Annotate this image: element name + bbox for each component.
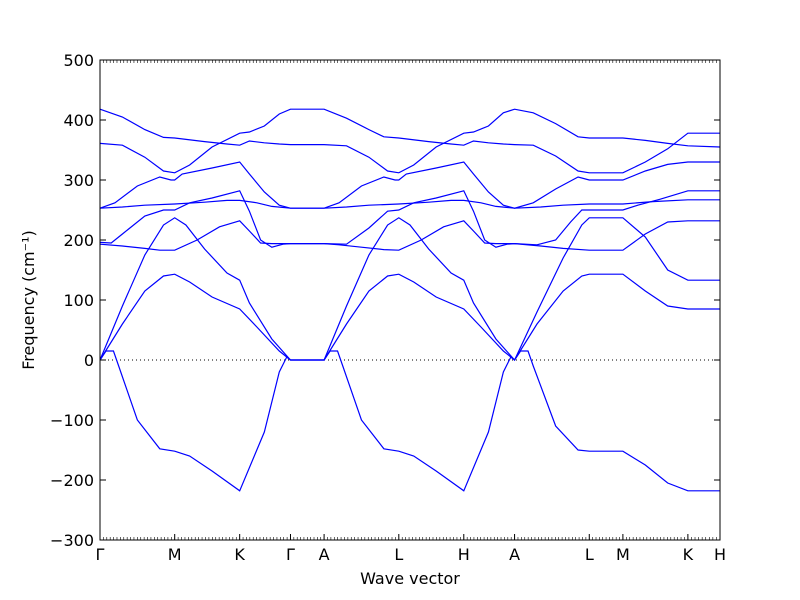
band-line-3 bbox=[99, 217, 720, 362]
x-tick-label: M bbox=[168, 545, 182, 564]
band-lines bbox=[99, 108, 721, 492]
x-tick-label: H bbox=[458, 545, 470, 564]
x-tick-label: Γ bbox=[96, 545, 105, 564]
x-tick-label: Γ bbox=[286, 545, 295, 564]
y-tick-label: −200 bbox=[50, 471, 94, 490]
x-tick-label: H bbox=[714, 545, 726, 564]
band-line-8 bbox=[99, 108, 720, 174]
plot-area bbox=[100, 60, 720, 540]
y-tick-label: 100 bbox=[63, 291, 94, 310]
plot-frame bbox=[99, 59, 721, 541]
x-tick-label: M bbox=[616, 545, 630, 564]
x-tick-label: L bbox=[585, 545, 594, 564]
y-tick-label: 0 bbox=[84, 351, 94, 370]
x-tick-label: K bbox=[234, 545, 245, 564]
y-tick-label: −100 bbox=[50, 411, 94, 430]
band-line-2 bbox=[99, 273, 720, 361]
y-tick-label: −300 bbox=[50, 531, 94, 550]
x-tick-label: K bbox=[683, 545, 694, 564]
x-tick-label: A bbox=[509, 545, 520, 564]
band-line-6 bbox=[99, 199, 720, 209]
band-line-4 bbox=[99, 220, 720, 251]
x-axis-title: Wave vector bbox=[360, 569, 460, 588]
y-axis-title: Frequency (cm⁻¹) bbox=[19, 230, 38, 369]
x-tick-label: L bbox=[394, 545, 403, 564]
y-tick-label: 300 bbox=[63, 171, 94, 190]
band-line-9 bbox=[99, 108, 721, 174]
y-tick-label: 500 bbox=[63, 51, 94, 70]
x-tick-label: A bbox=[319, 545, 330, 564]
band-line-7 bbox=[99, 161, 720, 209]
y-tick-label: 400 bbox=[63, 111, 94, 130]
band-line-1 bbox=[99, 350, 720, 492]
y-tick-label: 200 bbox=[63, 231, 94, 250]
